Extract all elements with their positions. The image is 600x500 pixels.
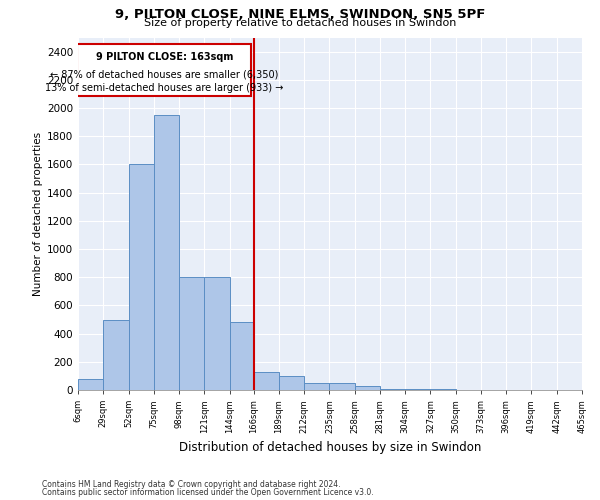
- Text: Contains public sector information licensed under the Open Government Licence v3: Contains public sector information licen…: [42, 488, 374, 497]
- Bar: [179, 277, 204, 390]
- Bar: [279, 376, 304, 390]
- Text: 13% of semi-detached houses are larger (933) →: 13% of semi-detached houses are larger (…: [45, 84, 283, 94]
- Bar: [204, 277, 230, 390]
- Bar: [128, 164, 154, 390]
- X-axis label: Distribution of detached houses by size in Swindon: Distribution of detached houses by size …: [179, 442, 481, 454]
- Bar: [78, 380, 103, 390]
- Bar: [304, 383, 329, 390]
- Text: 9, PILTON CLOSE, NINE ELMS, SWINDON, SN5 5PF: 9, PILTON CLOSE, NINE ELMS, SWINDON, SN5…: [115, 8, 485, 20]
- Bar: [329, 383, 355, 390]
- Bar: [103, 320, 128, 390]
- Y-axis label: Number of detached properties: Number of detached properties: [33, 132, 43, 296]
- Bar: [355, 386, 380, 390]
- Bar: [380, 388, 405, 390]
- Bar: [254, 372, 279, 390]
- Text: ← 87% of detached houses are smaller (6,350): ← 87% of detached houses are smaller (6,…: [50, 69, 278, 79]
- Text: Contains HM Land Registry data © Crown copyright and database right 2024.: Contains HM Land Registry data © Crown c…: [42, 480, 341, 489]
- Text: Size of property relative to detached houses in Swindon: Size of property relative to detached ho…: [144, 18, 456, 28]
- Bar: [154, 115, 179, 390]
- Text: 9 PILTON CLOSE: 163sqm: 9 PILTON CLOSE: 163sqm: [95, 52, 233, 62]
- FancyBboxPatch shape: [77, 44, 251, 96]
- Bar: [230, 322, 254, 390]
